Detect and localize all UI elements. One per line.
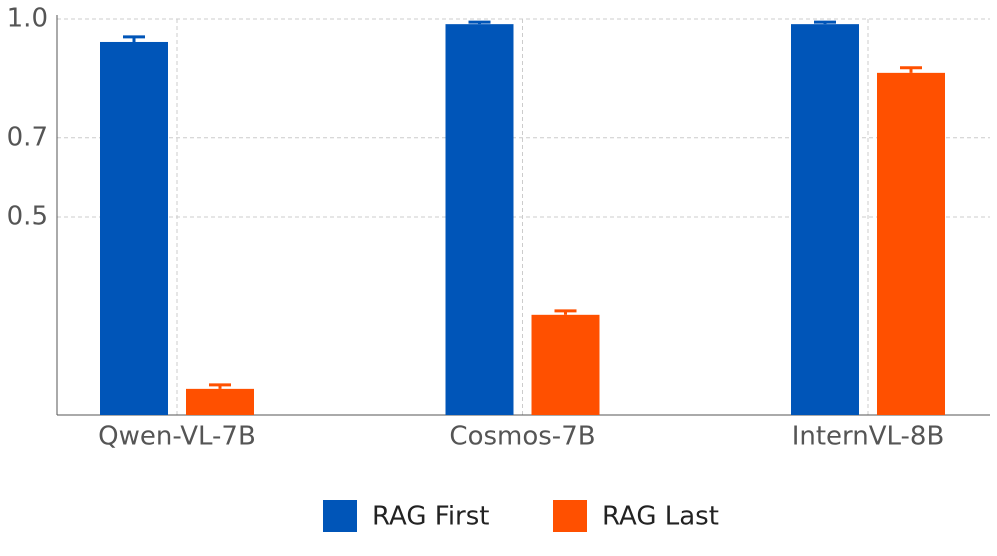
bar (445, 24, 514, 415)
bar (100, 41, 168, 416)
error-bar (900, 66, 922, 73)
error-bar (814, 20, 836, 25)
bar (531, 314, 600, 415)
bar (791, 24, 859, 415)
legend-swatch (553, 500, 587, 532)
bar (186, 388, 254, 415)
error-bar (468, 20, 491, 25)
legend-label: RAG Last (602, 502, 719, 532)
x-tick-label: Cosmos-7B (449, 422, 595, 452)
y-tick-label: 1.0 (7, 4, 48, 34)
x-tick-label: Qwen-VL-7B (98, 422, 256, 452)
legend-label: RAG First (372, 502, 489, 532)
y-tick-label: 0.5 (7, 202, 48, 232)
bar (877, 72, 945, 415)
error-bar (209, 383, 231, 389)
error-bar (554, 309, 577, 315)
error-bar (123, 35, 145, 42)
x-tick-label: InternVL-8B (792, 422, 945, 452)
legend-swatch (323, 500, 357, 532)
y-tick-label: 0.7 (7, 122, 48, 152)
